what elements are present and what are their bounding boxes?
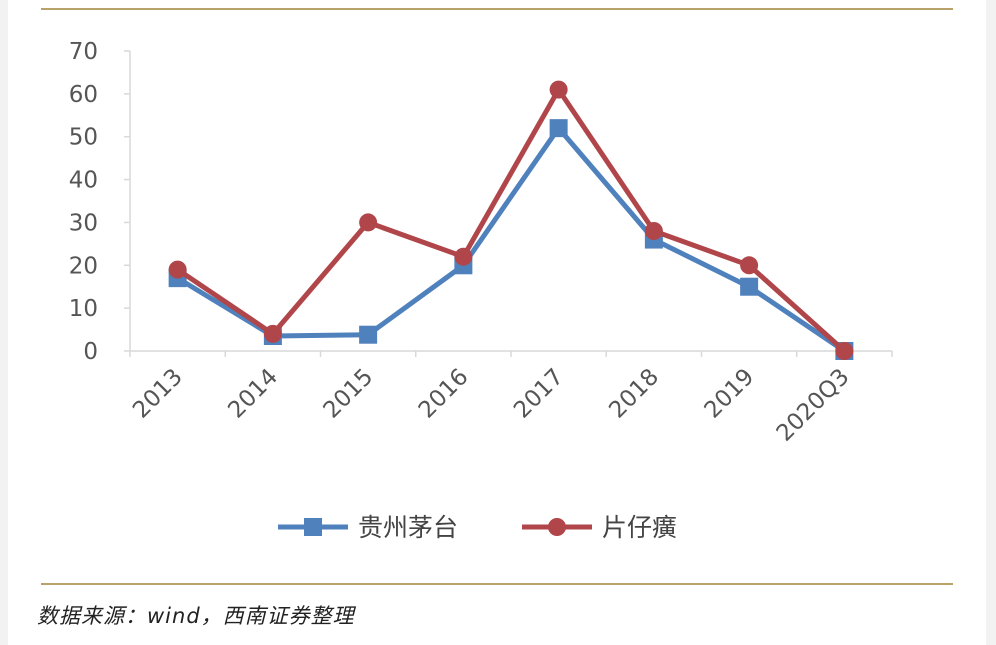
- y-tick-label: 0: [83, 339, 98, 365]
- x-tick-label: 2019: [700, 364, 760, 424]
- x-tick-label: 2018: [604, 364, 664, 424]
- x-tick-label: 2014: [223, 364, 283, 424]
- data-point: [359, 325, 378, 344]
- source-note: 数据来源：wind，西南证券整理: [37, 604, 355, 628]
- legend-item: 片仔癀: [522, 513, 677, 542]
- series-line: [176, 125, 846, 354]
- x-tick-label: 2016: [414, 364, 474, 424]
- data-point: [359, 213, 378, 232]
- legend-marker: [548, 518, 566, 536]
- data-point: [644, 222, 663, 240]
- data-point: [835, 342, 854, 360]
- data-point: [740, 277, 759, 296]
- x-tick-label: 2017: [509, 364, 569, 424]
- y-tick-label: 60: [69, 82, 98, 108]
- data-point: [454, 247, 473, 266]
- legend-label: 片仔癀: [602, 513, 677, 542]
- legend-item: 贵州茅台: [278, 513, 458, 542]
- y-tick-label: 40: [69, 168, 98, 194]
- x-tick-label: 2013: [128, 364, 188, 424]
- y-tick-label: 20: [69, 253, 98, 279]
- data-point: [263, 324, 282, 343]
- legend-label: 贵州茅台: [358, 513, 458, 542]
- bottom-rule: [41, 583, 953, 585]
- series-layer: [168, 80, 854, 360]
- data-point: [549, 80, 568, 99]
- data-point: [168, 260, 187, 279]
- y-tick-label: 70: [69, 39, 98, 65]
- y-tick-label: 10: [69, 296, 98, 322]
- data-point: [740, 256, 759, 275]
- data-point: [549, 119, 568, 138]
- legend: 贵州茅台 片仔癀: [278, 513, 677, 542]
- series-1: [168, 119, 854, 360]
- legend-marker: [304, 518, 322, 536]
- x-tick-label: 2015: [319, 364, 379, 424]
- chart-card: [8, 0, 986, 645]
- y-tick-label: 30: [69, 210, 98, 236]
- series-line: [176, 87, 847, 353]
- top-rule: [41, 8, 953, 10]
- series-2: [168, 80, 854, 360]
- x-tick-label: 2020Q3: [772, 364, 855, 447]
- y-tick-label: 50: [69, 125, 98, 151]
